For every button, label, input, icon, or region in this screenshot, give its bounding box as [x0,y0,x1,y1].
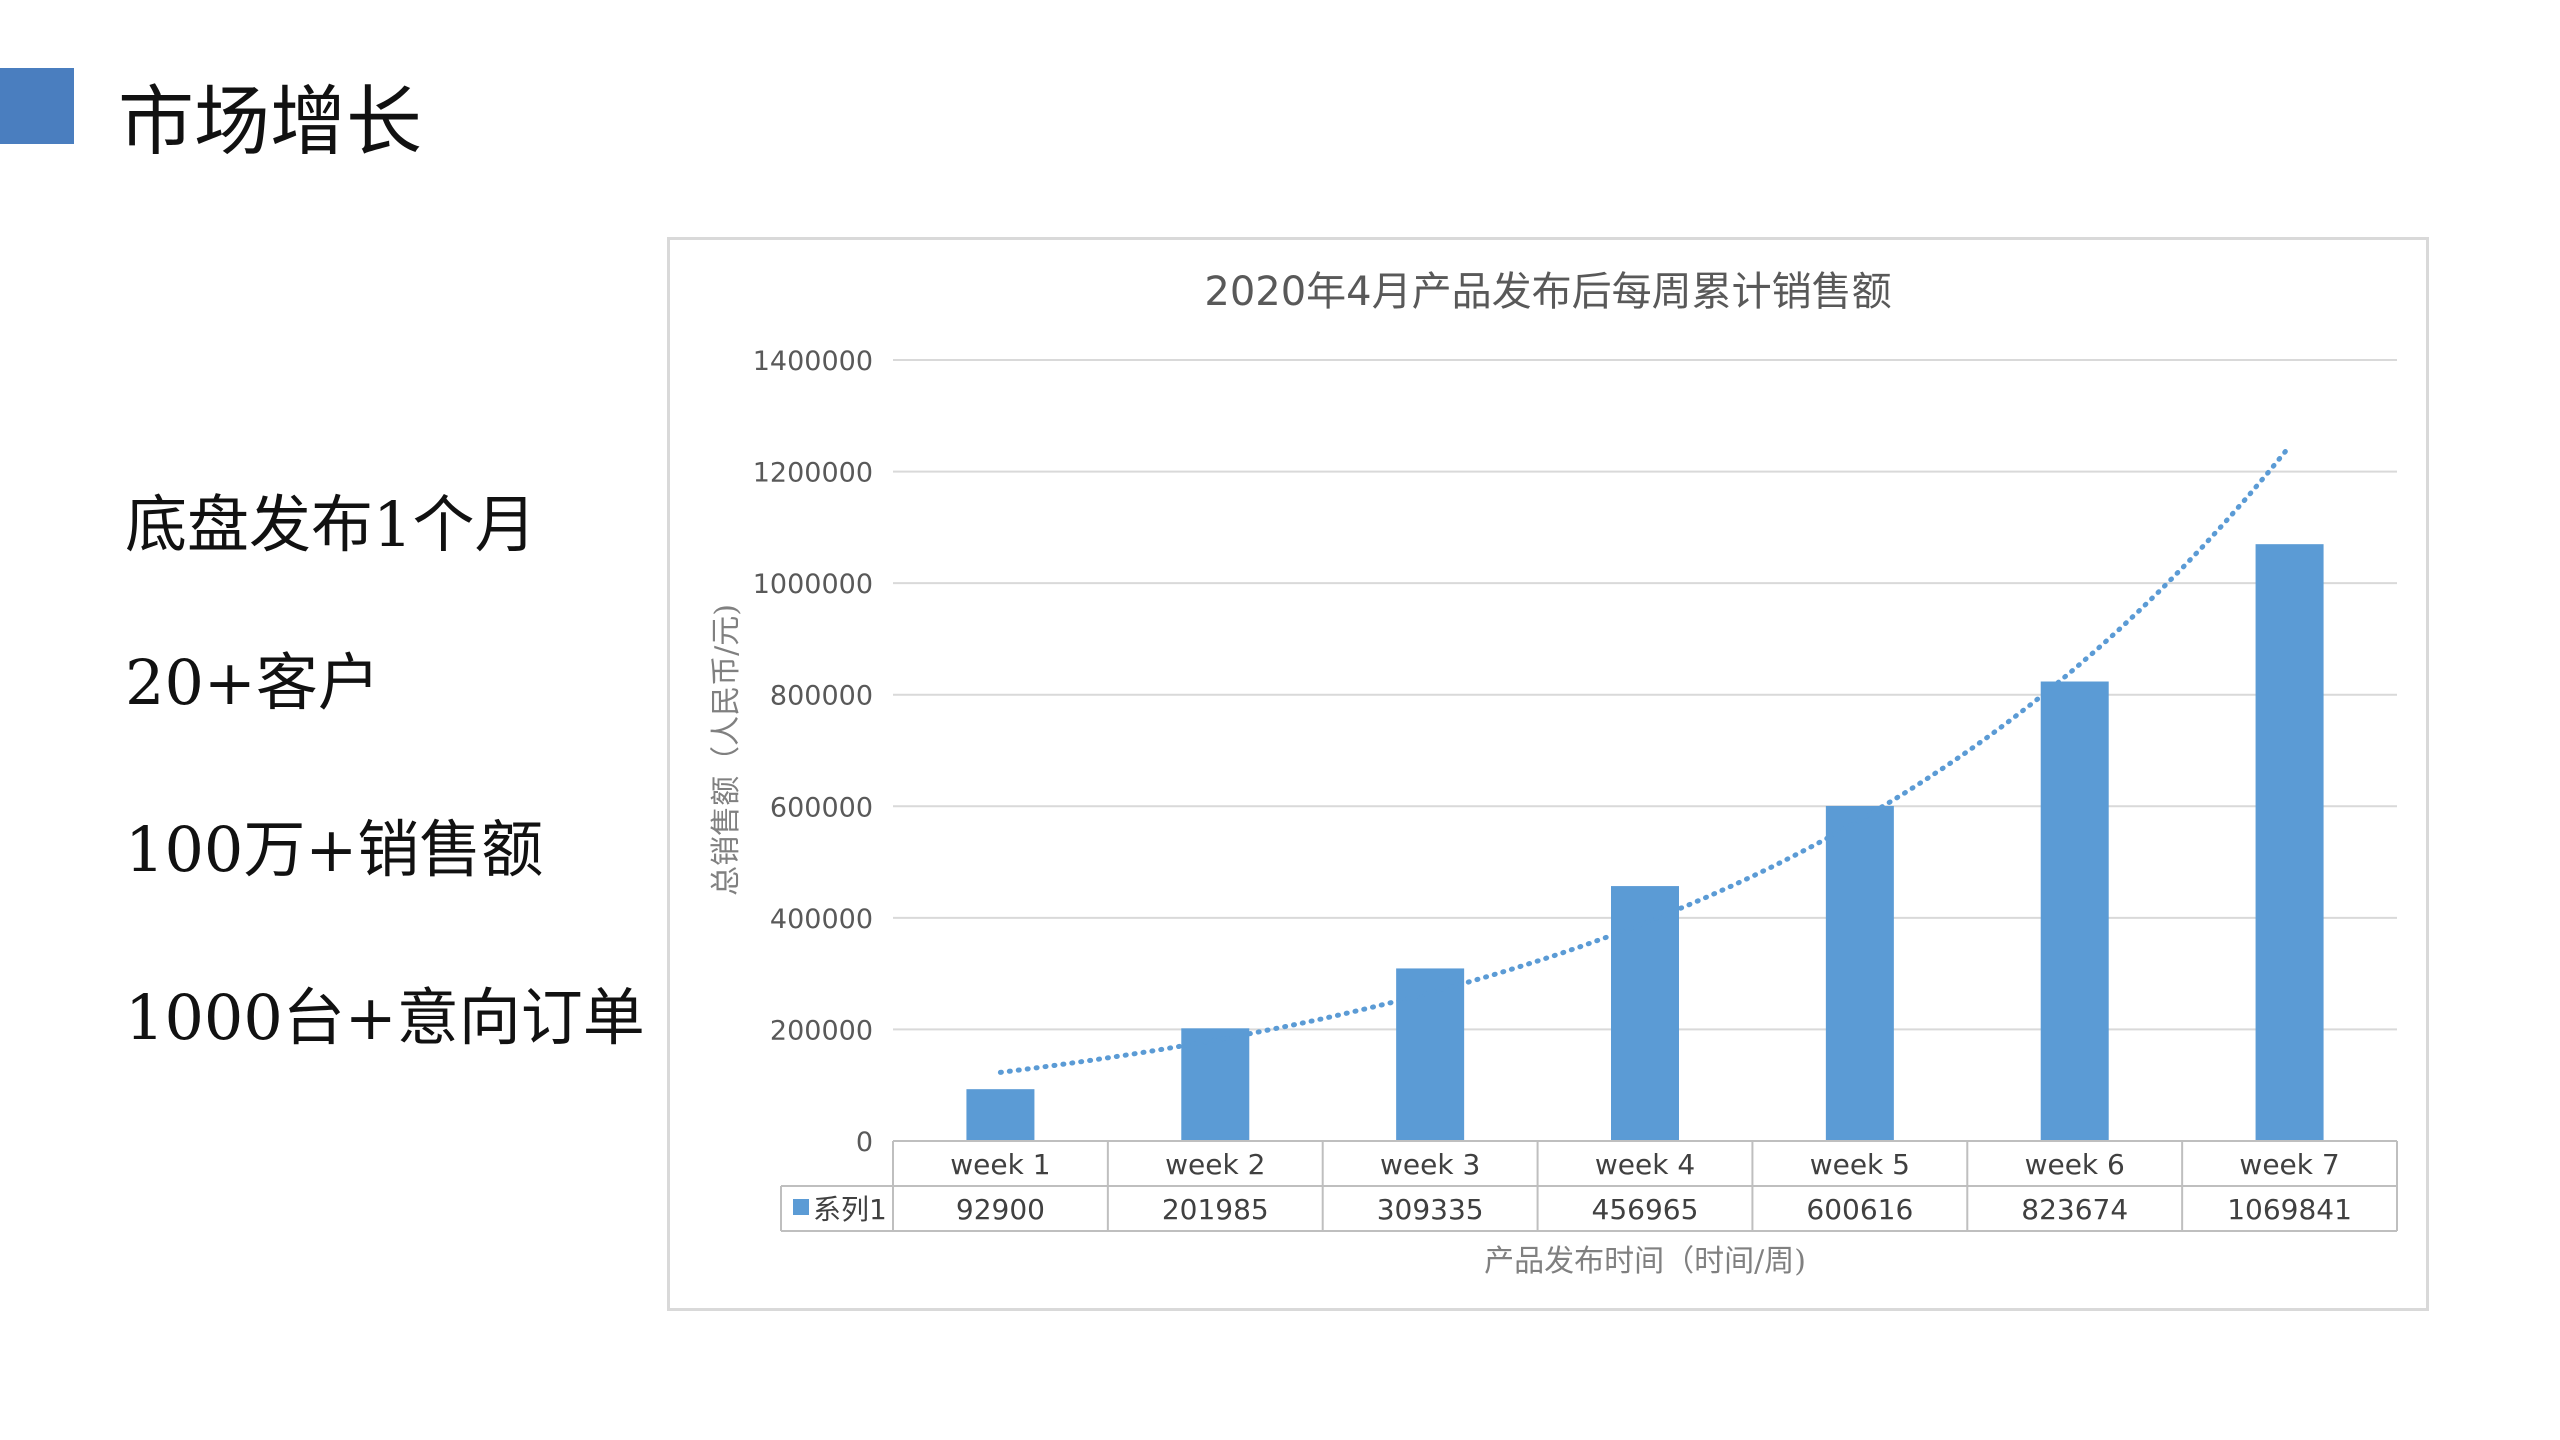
bar [2040,681,2109,1141]
y-tick-label: 1000000 [753,569,873,600]
y-tick-label: 800000 [770,681,873,712]
bar [2255,544,2324,1141]
x-tick-label: week 2 [1165,1148,1265,1181]
legend-series-name: 系列1 [813,1193,887,1226]
trendline [997,443,2293,1075]
data-table-value: 309335 [1377,1193,1484,1226]
page-title: 市场增长 [118,77,422,166]
highlight-item: 底盘发布1个月 [125,488,537,561]
data-table-value: 1069841 [2227,1193,2352,1226]
data-table-value: 456965 [1592,1193,1699,1226]
y-tick-label: 1400000 [753,346,873,377]
x-tick-label: week 4 [1595,1148,1695,1181]
x-axis-label: 产品发布时间（时间/周) [1484,1244,1806,1279]
y-axis-label: 总销售额（人民币/元) [709,604,744,896]
bar [1611,886,1679,1141]
highlight-item: 20+客户 [125,646,380,719]
data-table-value: 823674 [2021,1193,2128,1226]
y-tick-label: 400000 [770,904,873,935]
bar [1396,968,1465,1141]
data-table-value: 92900 [956,1193,1045,1226]
title-accent-square [0,68,74,144]
bar [966,1089,1035,1141]
y-tick-label: 200000 [770,1015,873,1046]
y-tick-label: 0 [856,1127,873,1158]
sales-chart: 2020年4月产品发布后每周累计销售额 总销售额（人民币/元) 产品发布时间（时… [709,269,2398,1279]
data-table-value: 201985 [1162,1193,1269,1226]
chart-title: 2020年4月产品发布后每周累计销售额 [1204,269,1891,315]
x-tick-label: week 3 [1380,1148,1480,1181]
data-table-value: 600616 [1806,1193,1913,1226]
legend-key [793,1199,809,1215]
y-tick-label: 600000 [770,792,873,823]
x-tick-label: week 7 [2239,1148,2339,1181]
bar [1825,805,1894,1141]
bar [1181,1028,1250,1141]
y-tick-label: 1200000 [753,458,873,489]
chart-frame: 2020年4月产品发布后每周累计销售额 总销售额（人民币/元) 产品发布时间（时… [667,237,2429,1311]
highlight-item: 100万+销售额 [125,813,544,886]
x-tick-label: week 6 [2025,1148,2125,1181]
highlight-item: 1000台+意向订单 [125,981,645,1054]
x-tick-label: week 1 [950,1148,1050,1181]
x-tick-label: week 5 [1810,1148,1910,1181]
